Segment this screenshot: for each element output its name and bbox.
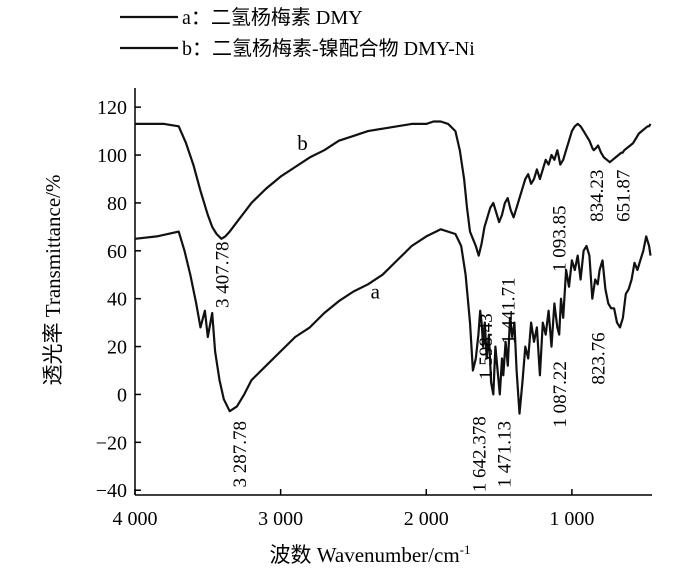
peak-annotation: 651.87 <box>614 170 635 222</box>
x-axis-label-sup: -1 <box>460 542 471 557</box>
y-axis-label: 透光率 Transmittance/% <box>41 175 65 386</box>
series-group <box>134 120 652 415</box>
series-b-line <box>135 120 652 257</box>
peak-annotation: 1 441.71 <box>499 277 520 344</box>
peak-annotation: 1 598.43 <box>476 313 497 380</box>
y-tick-label: 80 <box>107 193 127 215</box>
peak-annotation: 1 087.22 <box>550 361 571 428</box>
peak-annotation: 3 407.78 <box>212 241 233 308</box>
x-tick-label: 4 000 <box>113 508 158 530</box>
annotations: 3 407.78 3 287.78 1 642.378 1 598.43 1 471.1… <box>212 170 634 493</box>
series-a-line <box>134 228 652 415</box>
curve-labels: ab <box>297 131 380 303</box>
legend-label-a: a：二氢杨梅素 DMY <box>182 6 363 29</box>
peak-annotation: 1 093.85 <box>549 206 570 272</box>
y-tick-label: 100 <box>97 145 127 167</box>
curve-label-b: b <box>297 131 308 155</box>
y-tick-label: 120 <box>97 97 127 119</box>
curve-label-a: a <box>371 280 381 304</box>
y-tick-label: 40 <box>107 289 127 311</box>
y-ticks: 120 100 80 60 40 20 0 −20 −40 <box>96 97 141 502</box>
x-tick-label: 3 000 <box>258 508 303 530</box>
y-tick-label: 60 <box>107 241 127 263</box>
peak-annotation: 823.76 <box>589 332 610 384</box>
y-tick-label: 0 <box>117 384 127 406</box>
x-ticks: 4 000 3 000 2 000 1 000 <box>113 489 594 530</box>
x-axis-label-main: 波数 Wavenumber/cm <box>269 543 459 567</box>
peak-annotation: 1 642.378 <box>469 416 490 492</box>
y-tick-label: −40 <box>96 480 127 502</box>
x-tick-label: 2 000 <box>404 508 449 530</box>
peak-annotation: 3 287.78 <box>230 421 251 488</box>
y-tick-label: 20 <box>107 337 127 359</box>
peak-annotation: 1 471.13 <box>494 421 515 488</box>
x-tick-label: 1 000 <box>549 508 594 530</box>
y-tick-label: −20 <box>96 432 127 454</box>
legend-label-b: b：二氢杨梅素-镍配合物 DMY-Ni <box>182 37 475 60</box>
peak-annotation: 834.23 <box>587 170 608 222</box>
legend: a：二氢杨梅素 DMY b：二氢杨梅素-镍配合物 DMY-Ni <box>120 6 475 60</box>
x-axis-label: 波数 Wavenumber/cm-1 <box>269 542 470 567</box>
